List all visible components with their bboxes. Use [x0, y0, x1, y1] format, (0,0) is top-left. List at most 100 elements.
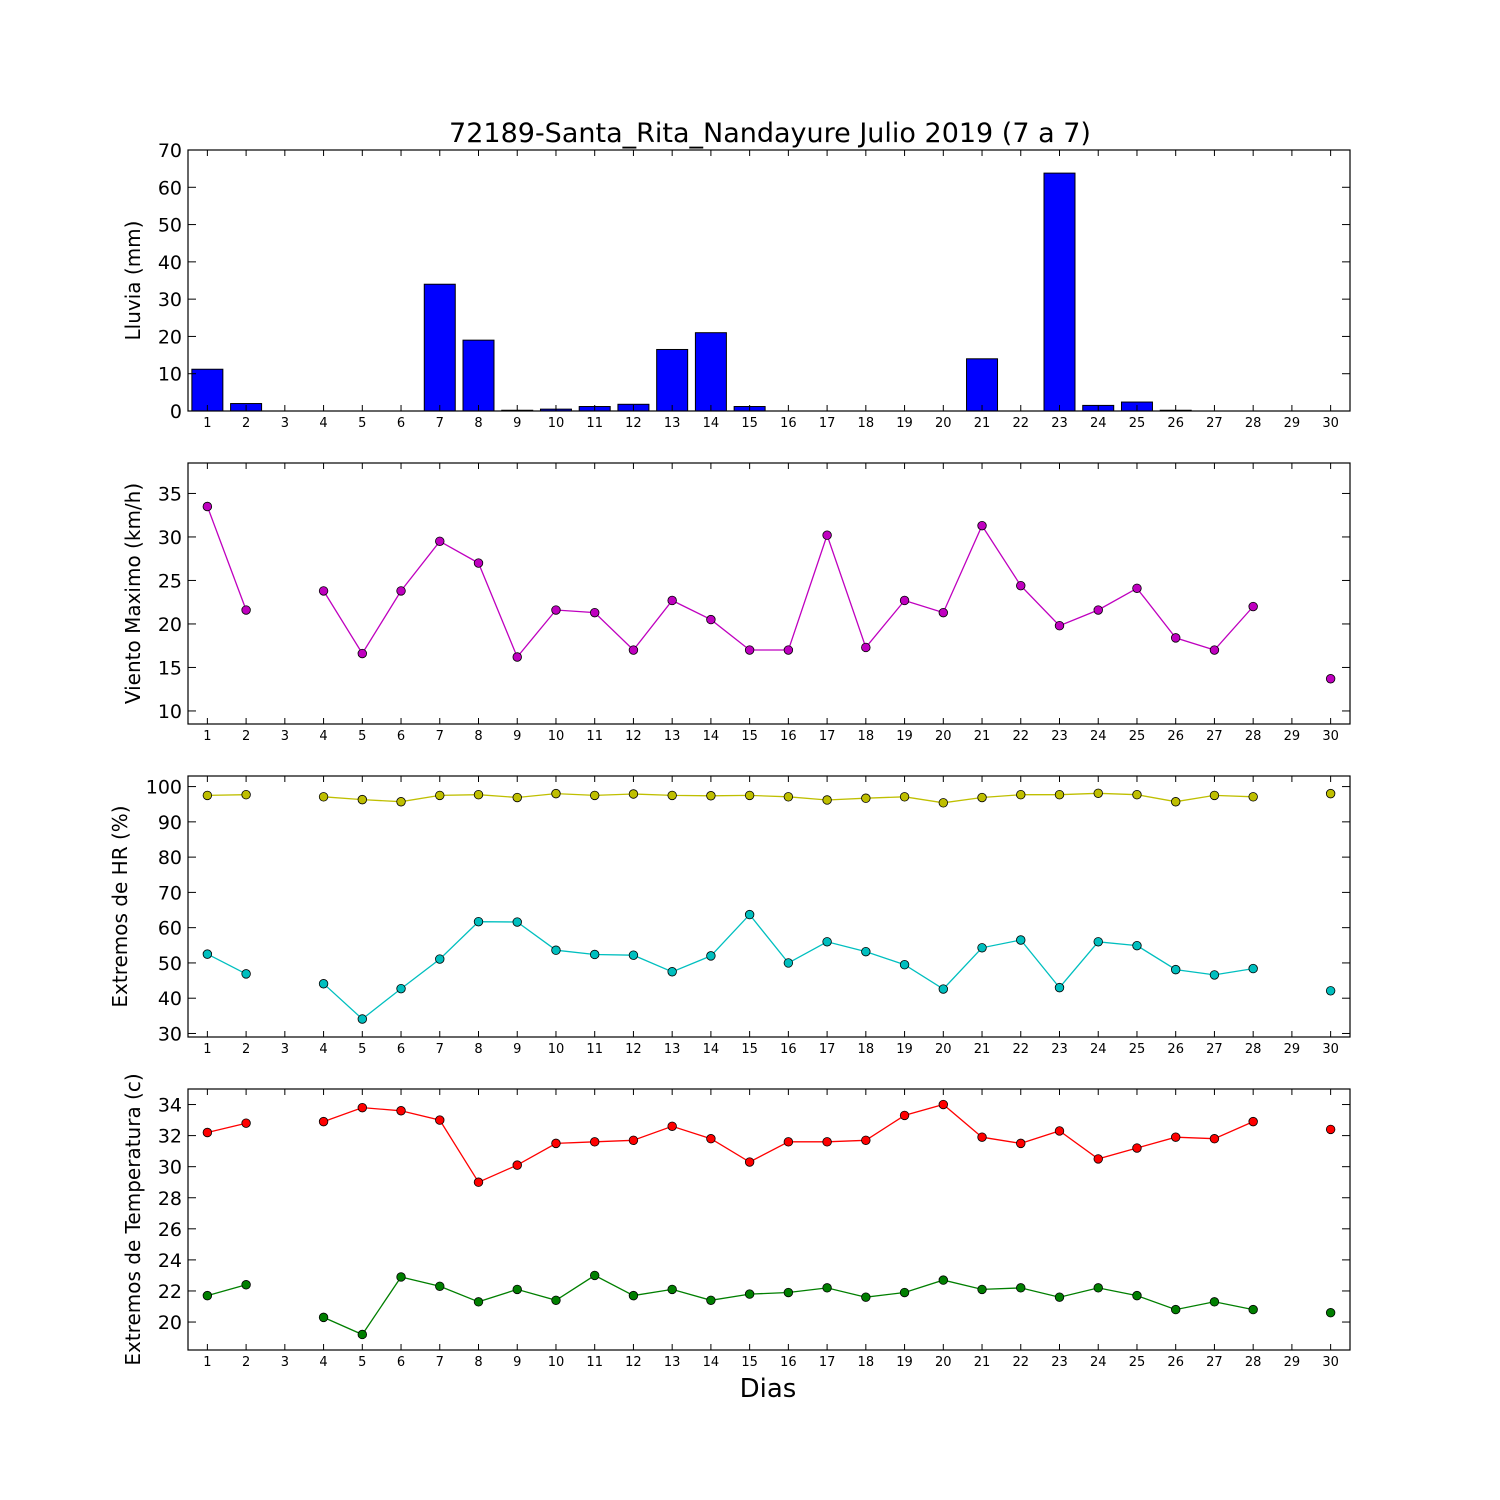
x-tick-label-22: 22 [1012, 1042, 1029, 1057]
series-1-point-day-8 [473, 789, 484, 800]
x-tick-label-2: 2 [242, 1355, 250, 1370]
x-tick-label-11: 11 [586, 729, 603, 744]
series-1-point-day-20 [938, 607, 949, 618]
series-2-line-1 [207, 1284, 247, 1297]
series-1-point-day-7 [435, 790, 445, 801]
series-2-point-day-12 [628, 950, 639, 960]
plot-frame [187, 462, 1351, 725]
series-1-line-1 [207, 1122, 247, 1134]
x-tick-label-29: 29 [1284, 416, 1301, 431]
series-2-point-day-27 [1209, 970, 1220, 980]
x-tick-label-4: 4 [319, 1042, 327, 1057]
x-tick-label-3: 3 [281, 1042, 289, 1057]
bar-day-14 [694, 332, 727, 412]
series-2-line-2 [323, 1274, 1254, 1336]
series-2-point-day-23 [1054, 1292, 1065, 1302]
y-tick-label-15: 15 [158, 657, 182, 679]
series-2-point-day-25 [1132, 940, 1142, 951]
x-tick-label-13: 13 [664, 1355, 681, 1370]
y-tick-label-90: 90 [158, 812, 182, 834]
series-2-point-day-5 [357, 1014, 368, 1024]
series-1-point-day-30 [1325, 674, 1336, 684]
series-1-point-day-5 [357, 648, 368, 659]
x-tick-label-11: 11 [586, 1355, 603, 1370]
y-tick-label-28: 28 [158, 1188, 182, 1210]
x-tick-label-19: 19 [896, 1042, 913, 1057]
x-tick-label-13: 13 [664, 729, 681, 744]
x-tick-label-27: 27 [1206, 729, 1223, 744]
x-tick-label-1: 1 [203, 416, 211, 431]
series-2-point-day-5 [357, 1329, 368, 1340]
series-2-point-day-18 [861, 946, 871, 957]
x-tick-label-6: 6 [397, 1042, 405, 1057]
series-1-point-day-4 [318, 792, 329, 802]
y-tick-label-60: 60 [158, 177, 182, 199]
x-tick-label-22: 22 [1012, 416, 1029, 431]
series-1-point-day-6 [396, 586, 406, 596]
series-1-point-day-1 [202, 1127, 213, 1138]
x-tick-label-16: 16 [780, 416, 797, 431]
series-2-point-day-20 [938, 1275, 949, 1285]
series-2-point-day-1 [202, 949, 213, 959]
series-2-point-day-19 [899, 959, 910, 970]
series-1-point-day-22 [1016, 789, 1026, 800]
series-1-point-day-20 [938, 798, 949, 808]
series-1-point-day-14 [706, 614, 716, 625]
x-tick-label-12: 12 [625, 416, 642, 431]
series-1-point-day-26 [1170, 1132, 1181, 1142]
x-tick-label-18: 18 [858, 1355, 875, 1370]
bar-day-7 [423, 283, 456, 412]
series-2-point-day-24 [1093, 937, 1103, 947]
series-2-point-day-21 [977, 1284, 987, 1295]
series-1-point-day-11 [590, 1137, 600, 1147]
x-tick-label-14: 14 [703, 729, 720, 744]
series-1-point-day-21 [977, 1132, 987, 1142]
series-2-point-day-12 [628, 1290, 639, 1301]
x-tick-label-9: 9 [513, 1042, 521, 1057]
panels: 1 2 3 4 5 6 7 8 9 10 11 12 13 14 15 16 17 18 19 20 21 22 23 24 2… [108, 140, 1351, 1370]
y-tick-label-60: 60 [158, 918, 182, 940]
series-2-point-day-22 [1016, 1283, 1026, 1293]
x-tick-label-29: 29 [1284, 1355, 1301, 1370]
series-1-point-day-9 [512, 652, 522, 662]
x-tick-label-4: 4 [319, 416, 327, 431]
series-2-point-day-7 [435, 954, 445, 964]
x-tick-label-11: 11 [586, 416, 603, 431]
x-tick-label-27: 27 [1206, 1042, 1223, 1057]
y-tick-label-50: 50 [158, 215, 182, 237]
y-tick-label-30: 30 [158, 527, 182, 549]
series-2-point-day-19 [899, 1287, 910, 1298]
y-tick-label-34: 34 [158, 1095, 182, 1117]
y-tick-label-20: 20 [158, 326, 182, 348]
series-1-line-1 [206, 506, 247, 611]
panel-1: 1 2 3 4 5 6 7 8 9 10 11 12 13 14 15 16 17 18 19 20 21 22 23 24 2… [121, 140, 1351, 431]
x-tick-label-13: 13 [664, 416, 681, 431]
series-2-point-day-25 [1132, 1290, 1142, 1301]
x-tick-label-24: 24 [1090, 1355, 1107, 1370]
series-1-point-day-12 [628, 645, 639, 655]
series-2-point-day-23 [1054, 982, 1065, 993]
x-tick-label-20: 20 [935, 1042, 952, 1057]
series-1-point-day-12 [628, 1135, 639, 1145]
x-tick-label-24: 24 [1090, 1042, 1107, 1057]
series-2-point-day-6 [396, 1272, 406, 1282]
x-tick-label-12: 12 [625, 1355, 642, 1370]
x-tick-label-4: 4 [319, 1355, 327, 1370]
x-tick-label-8: 8 [474, 1042, 482, 1057]
series-1-point-day-22 [1016, 1138, 1026, 1149]
series-2-point-day-26 [1170, 964, 1181, 975]
series-1-point-day-17 [822, 530, 832, 540]
series-1-point-day-23 [1054, 620, 1065, 631]
plot-frame [187, 775, 1351, 1038]
series-1-point-day-14 [706, 1134, 716, 1144]
x-tick-label-1: 1 [203, 1042, 211, 1057]
x-tick-label-3: 3 [281, 416, 289, 431]
series-1-point-day-9 [512, 792, 522, 803]
series-1-point-day-13 [667, 595, 677, 606]
x-tick-label-3: 3 [281, 1355, 289, 1370]
series-1-point-day-11 [590, 790, 600, 801]
series-2-point-day-9 [512, 917, 522, 927]
x-tick-label-14: 14 [703, 1355, 720, 1370]
series-1-point-day-5 [357, 1102, 368, 1113]
x-tick-label-19: 19 [896, 1355, 913, 1370]
